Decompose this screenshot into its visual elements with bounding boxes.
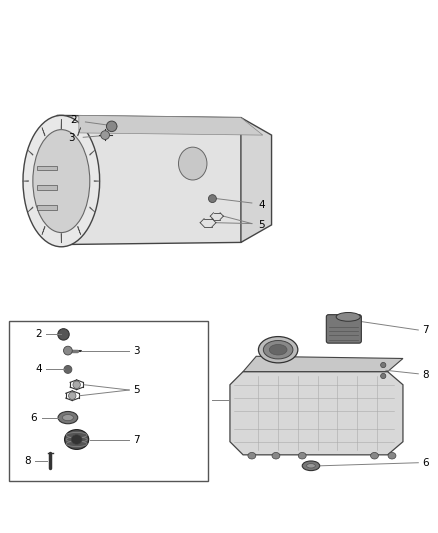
Text: 5: 5 (134, 385, 140, 395)
Text: 8: 8 (422, 370, 428, 380)
Ellipse shape (302, 461, 320, 471)
Circle shape (101, 131, 110, 140)
Ellipse shape (272, 453, 280, 459)
Ellipse shape (307, 464, 315, 468)
Ellipse shape (388, 453, 396, 459)
Ellipse shape (336, 312, 360, 321)
Text: 7: 7 (134, 434, 140, 445)
Circle shape (64, 346, 72, 355)
Ellipse shape (371, 453, 378, 459)
Circle shape (106, 121, 117, 132)
Text: 7: 7 (422, 325, 428, 335)
Circle shape (64, 366, 72, 374)
Ellipse shape (62, 415, 73, 421)
Circle shape (208, 195, 216, 203)
Ellipse shape (269, 344, 287, 355)
Circle shape (381, 374, 386, 378)
Polygon shape (37, 185, 57, 190)
Circle shape (381, 362, 386, 368)
Polygon shape (243, 356, 403, 372)
Text: 4: 4 (35, 365, 42, 374)
Polygon shape (230, 372, 403, 455)
FancyBboxPatch shape (326, 314, 361, 343)
Ellipse shape (33, 130, 90, 232)
Circle shape (58, 329, 69, 340)
Text: 5: 5 (258, 220, 265, 230)
Ellipse shape (298, 453, 306, 459)
Ellipse shape (258, 336, 298, 363)
Text: 6: 6 (422, 458, 428, 468)
Ellipse shape (58, 411, 78, 424)
Ellipse shape (248, 453, 256, 459)
Circle shape (73, 381, 80, 389)
Text: 6: 6 (31, 413, 37, 423)
Text: 8: 8 (24, 456, 31, 466)
Text: 3: 3 (134, 345, 140, 356)
Ellipse shape (71, 435, 82, 445)
Text: 1: 1 (203, 395, 209, 405)
Polygon shape (57, 115, 263, 245)
Ellipse shape (23, 115, 100, 247)
Ellipse shape (263, 341, 293, 359)
Text: 2: 2 (70, 115, 77, 125)
Text: 2: 2 (35, 329, 42, 340)
Ellipse shape (64, 430, 88, 449)
Ellipse shape (178, 147, 207, 180)
Circle shape (69, 392, 76, 399)
Text: 3: 3 (68, 133, 74, 143)
Text: 4: 4 (258, 200, 265, 210)
FancyBboxPatch shape (9, 321, 208, 481)
Polygon shape (79, 115, 263, 135)
Polygon shape (241, 118, 272, 243)
Polygon shape (37, 166, 57, 170)
Polygon shape (37, 205, 57, 209)
